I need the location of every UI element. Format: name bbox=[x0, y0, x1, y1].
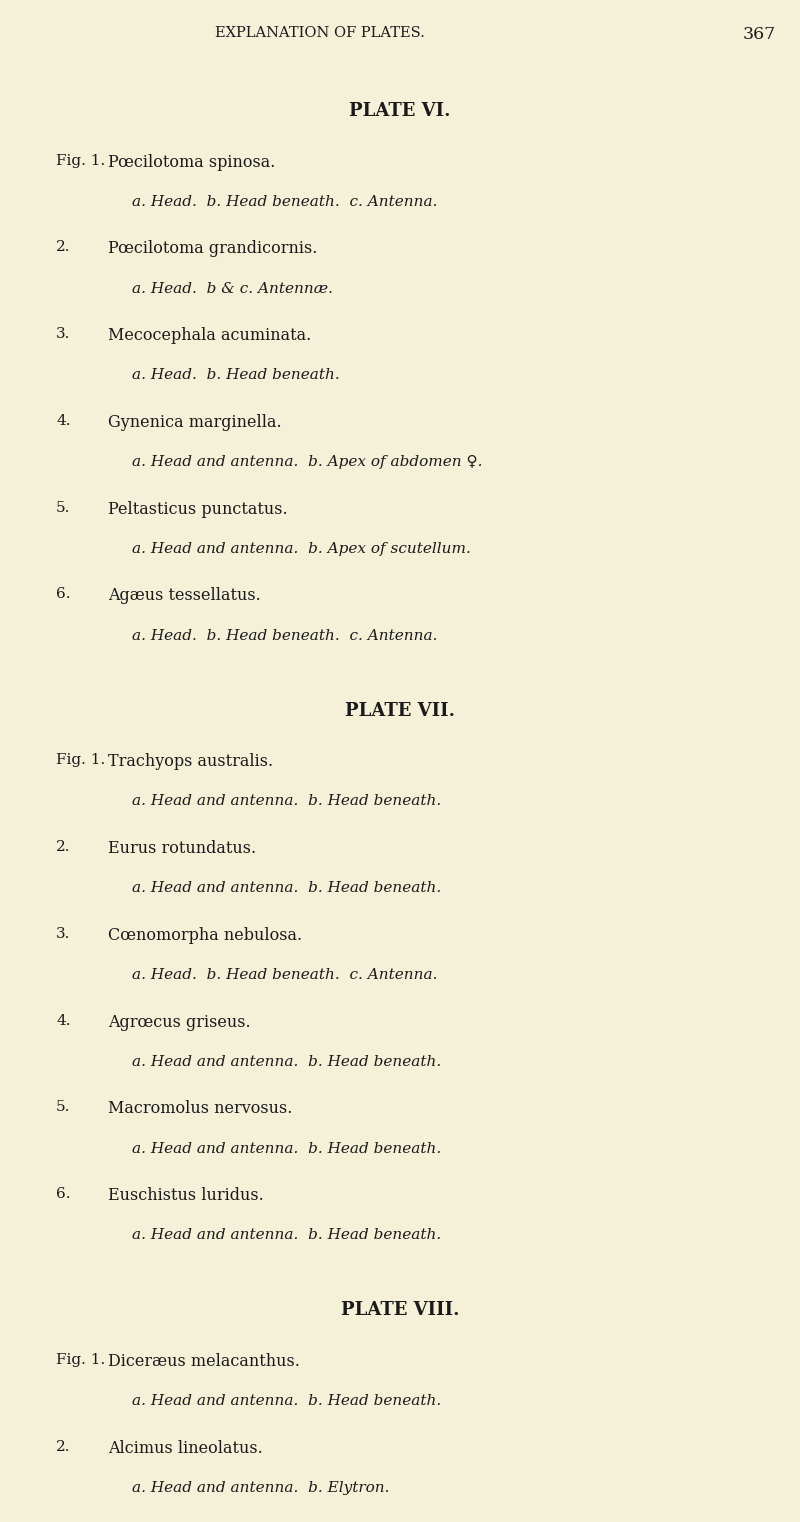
Text: Mecocephala acuminata.: Mecocephala acuminata. bbox=[108, 327, 311, 344]
Text: 2.: 2. bbox=[56, 840, 70, 854]
Text: Cœnomorpha nebulosa.: Cœnomorpha nebulosa. bbox=[108, 927, 302, 944]
Text: Trachyops australis.: Trachyops australis. bbox=[108, 753, 273, 770]
Text: a. Head and antenna.  b. Head beneath.: a. Head and antenna. b. Head beneath. bbox=[132, 794, 442, 808]
Text: Gynenica marginella.: Gynenica marginella. bbox=[108, 414, 282, 431]
Text: a. Head and antenna.  b. Elytron.: a. Head and antenna. b. Elytron. bbox=[132, 1481, 390, 1495]
Text: 5.: 5. bbox=[56, 1100, 70, 1114]
Text: a. Head and antenna.  b. Head beneath.: a. Head and antenna. b. Head beneath. bbox=[132, 1228, 442, 1242]
Text: 2.: 2. bbox=[56, 240, 70, 254]
Text: Pœcilotoma spinosa.: Pœcilotoma spinosa. bbox=[108, 154, 275, 170]
Text: PLATE VIII.: PLATE VIII. bbox=[341, 1301, 459, 1320]
Text: Peltasticus punctatus.: Peltasticus punctatus. bbox=[108, 501, 288, 517]
Text: 4.: 4. bbox=[56, 1014, 70, 1027]
Text: 3.: 3. bbox=[56, 327, 70, 341]
Text: Eurus rotundatus.: Eurus rotundatus. bbox=[108, 840, 256, 857]
Text: Macromolus nervosus.: Macromolus nervosus. bbox=[108, 1100, 292, 1117]
Text: a. Head and antenna.  b. Head beneath.: a. Head and antenna. b. Head beneath. bbox=[132, 1142, 442, 1155]
Text: 6.: 6. bbox=[56, 1187, 70, 1201]
Text: Alcimus lineolatus.: Alcimus lineolatus. bbox=[108, 1440, 262, 1457]
Text: a. Head.  b. Head beneath.  c. Antenna.: a. Head. b. Head beneath. c. Antenna. bbox=[132, 195, 438, 209]
Text: EXPLANATION OF PLATES.: EXPLANATION OF PLATES. bbox=[215, 26, 425, 40]
Text: Fig. 1.: Fig. 1. bbox=[56, 753, 106, 767]
Text: Diceræus melacanthus.: Diceræus melacanthus. bbox=[108, 1353, 300, 1370]
Text: Euschistus luridus.: Euschistus luridus. bbox=[108, 1187, 264, 1204]
Text: PLATE VI.: PLATE VI. bbox=[350, 102, 450, 120]
Text: Pœcilotoma grandicornis.: Pœcilotoma grandicornis. bbox=[108, 240, 318, 257]
Text: 3.: 3. bbox=[56, 927, 70, 941]
Text: a. Head and antenna.  b. Apex of scutellum.: a. Head and antenna. b. Apex of scutellu… bbox=[132, 542, 471, 556]
Text: 4.: 4. bbox=[56, 414, 70, 428]
Text: 6.: 6. bbox=[56, 587, 70, 601]
Text: a. Head.  b & c. Antennæ.: a. Head. b & c. Antennæ. bbox=[132, 282, 333, 295]
Text: Agrœcus griseus.: Agrœcus griseus. bbox=[108, 1014, 250, 1030]
Text: Fig. 1.: Fig. 1. bbox=[56, 1353, 106, 1367]
Text: a. Head.  b. Head beneath.  c. Antenna.: a. Head. b. Head beneath. c. Antenna. bbox=[132, 629, 438, 642]
Text: 367: 367 bbox=[742, 26, 776, 43]
Text: a. Head and antenna.  b. Head beneath.: a. Head and antenna. b. Head beneath. bbox=[132, 881, 442, 895]
Text: a. Head.  b. Head beneath.  c. Antenna.: a. Head. b. Head beneath. c. Antenna. bbox=[132, 968, 438, 982]
Text: 5.: 5. bbox=[56, 501, 70, 514]
Text: Agæus tessellatus.: Agæus tessellatus. bbox=[108, 587, 261, 604]
Text: a. Head and antenna.  b. Head beneath.: a. Head and antenna. b. Head beneath. bbox=[132, 1055, 442, 1068]
Text: PLATE VII.: PLATE VII. bbox=[345, 702, 455, 720]
Text: a. Head and antenna.  b. Apex of abdomen ♀.: a. Head and antenna. b. Apex of abdomen … bbox=[132, 455, 482, 469]
Text: a. Head and antenna.  b. Head beneath.: a. Head and antenna. b. Head beneath. bbox=[132, 1394, 442, 1408]
Text: a. Head.  b. Head beneath.: a. Head. b. Head beneath. bbox=[132, 368, 340, 382]
Text: 2.: 2. bbox=[56, 1440, 70, 1454]
Text: Fig. 1.: Fig. 1. bbox=[56, 154, 106, 167]
